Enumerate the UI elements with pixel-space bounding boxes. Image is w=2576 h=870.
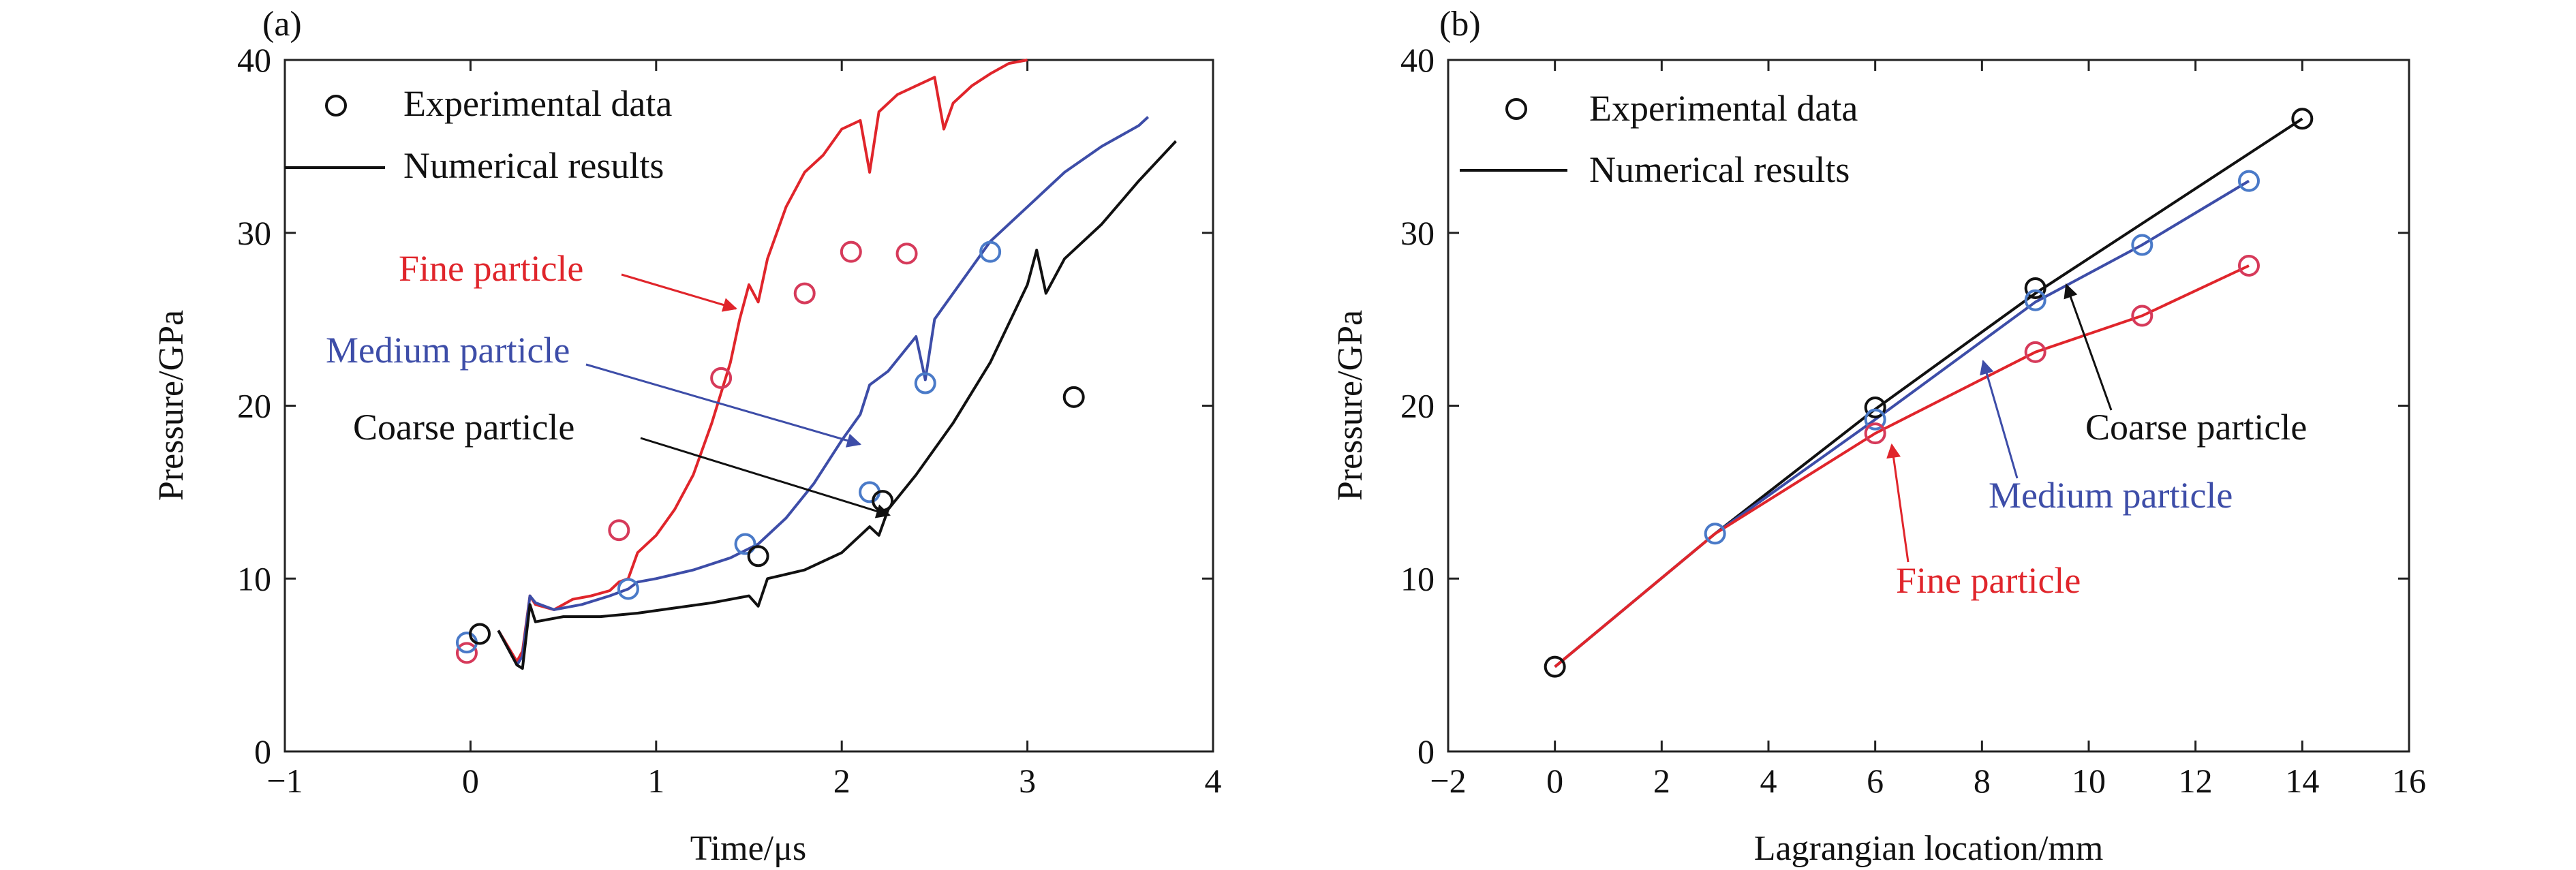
y-tick-label-a: 30: [237, 214, 271, 252]
annotation-arrow-fine-a: [621, 273, 738, 312]
legend-label-experimental-a: Experimental data: [403, 83, 672, 124]
legend-marker-experimental-b: [1505, 98, 1527, 120]
experimental-point-coarse-a: [1062, 386, 1085, 408]
experimental-point-fine-b: [2024, 341, 2046, 363]
experimental-point-fine-a: [608, 519, 630, 542]
experimental-point-fine-b: [2238, 254, 2260, 277]
experimental-point-medium-a: [734, 533, 756, 555]
x-axis-label-a: Time/μs: [690, 829, 806, 868]
experimental-point-medium-b: [2024, 289, 2046, 311]
annotation-arrow-fine-b: [1886, 443, 1910, 563]
x-tick-label-b: 4: [1760, 762, 1777, 800]
x-tick-label-b: −2: [1430, 762, 1466, 800]
annotation-arrow-coarse-b: [2064, 283, 2113, 411]
experimental-point-fine-a: [895, 243, 918, 265]
x-tick-label-b: 6: [1867, 762, 1884, 800]
experimental-point-medium-b: [2131, 234, 2153, 256]
panel-label-a: (a): [262, 5, 302, 44]
annotation-fine-b: Fine particle: [1896, 560, 2081, 601]
experimental-points-a: [455, 240, 1085, 664]
annotation-arrow-medium-a: [585, 363, 862, 448]
x-tick-label-a: 4: [1205, 762, 1222, 800]
legend-b: Experimental data Numerical results: [1460, 88, 1858, 190]
x-tick-label-b: 2: [1653, 762, 1670, 800]
x-tick-label-b: 10: [2072, 762, 2106, 800]
experimental-point-coarse-b: [1864, 397, 1886, 419]
experimental-point-medium-a: [617, 578, 639, 600]
experimental-point-fine-a: [793, 282, 816, 305]
y-tick-label-a: 0: [254, 732, 271, 771]
y-axis-label-a: Pressure/GPa: [152, 310, 191, 501]
series-line-coarse-a: [497, 140, 1177, 670]
y-tick-label-b: 30: [1400, 214, 1435, 252]
x-tick-label-a: 3: [1019, 762, 1036, 800]
annotation-medium-a: Medium particle: [326, 330, 570, 371]
series-line-fine-a: [497, 59, 1028, 663]
x-tick-label-b: 8: [1974, 762, 1991, 800]
axis-ticks-a: [283, 59, 1214, 753]
x-tick-label-b: 16: [2392, 762, 2426, 800]
legend-label-numerical-a: Numerical results: [403, 145, 664, 186]
panel-label-b: (b): [1439, 5, 1481, 44]
experimental-point-fine-a: [840, 240, 862, 263]
experimental-points-b: [1544, 108, 2314, 678]
y-tick-label-b: 20: [1400, 387, 1435, 425]
y-tick-label-a: 20: [237, 387, 271, 425]
experimental-point-coarse-b: [1544, 655, 1566, 678]
series-line-fine-b: [1554, 264, 2250, 668]
experimental-point-medium-b: [1864, 408, 1886, 431]
experimental-point-medium-a: [979, 240, 1002, 263]
x-tick-label-a: 0: [462, 762, 479, 800]
annotation-arrow-medium-b: [1980, 359, 2019, 479]
experimental-point-fine-a: [455, 642, 478, 664]
legend-label-numerical-b: Numerical results: [1589, 149, 1850, 190]
legend-label-experimental-b: Experimental data: [1589, 88, 1858, 129]
x-tick-label-b: 0: [1546, 762, 1563, 800]
y-tick-label-b: 10: [1400, 559, 1435, 597]
series-line-medium-a: [497, 116, 1150, 667]
experimental-point-fine-b: [2131, 305, 2153, 327]
legend-marker-experimental-a: [325, 95, 347, 116]
x-axis-label-b: Lagrangian location/mm: [1754, 829, 2104, 868]
experimental-point-coarse-a: [469, 623, 491, 645]
experimental-point-fine-b: [1864, 422, 1886, 445]
x-tick-label-b: 12: [2179, 762, 2213, 800]
experimental-point-coarse-a: [747, 545, 769, 568]
x-tick-label-a: 2: [833, 762, 850, 800]
experimental-point-fine-a: [710, 367, 733, 389]
annotations-b: Coarse particle Medium particle Fine par…: [1886, 283, 2307, 601]
annotations-a: Fine particle Medium particle Coarse par…: [326, 248, 891, 518]
experimental-point-medium-a: [914, 372, 936, 394]
y-axis-label-b: Pressure/GPa: [1331, 310, 1370, 501]
x-tick-label-a: −1: [266, 762, 303, 800]
annotation-coarse-b: Coarse particle: [2085, 407, 2307, 448]
legend-a: Experimental data Numerical results: [285, 83, 672, 186]
experimental-point-medium-b: [1704, 523, 1726, 545]
y-tick-label-b: 40: [1400, 41, 1435, 79]
annotation-arrow-coarse-a: [640, 437, 891, 518]
y-tick-label-a: 10: [237, 559, 271, 597]
x-tick-label-a: 1: [647, 762, 664, 800]
annotation-medium-b: Medium particle: [1989, 475, 2233, 516]
y-tick-label-b: 0: [1417, 732, 1435, 771]
experimental-point-coarse-b: [2024, 277, 2046, 299]
y-tick-label-a: 40: [237, 41, 271, 79]
experimental-point-medium-b: [2238, 170, 2260, 192]
annotation-fine-a: Fine particle: [399, 248, 583, 289]
x-tick-label-b: 14: [2285, 762, 2319, 800]
annotation-coarse-a: Coarse particle: [353, 407, 574, 448]
experimental-point-coarse-b: [2291, 108, 2314, 130]
axis-ticks-b: [1447, 59, 2410, 753]
